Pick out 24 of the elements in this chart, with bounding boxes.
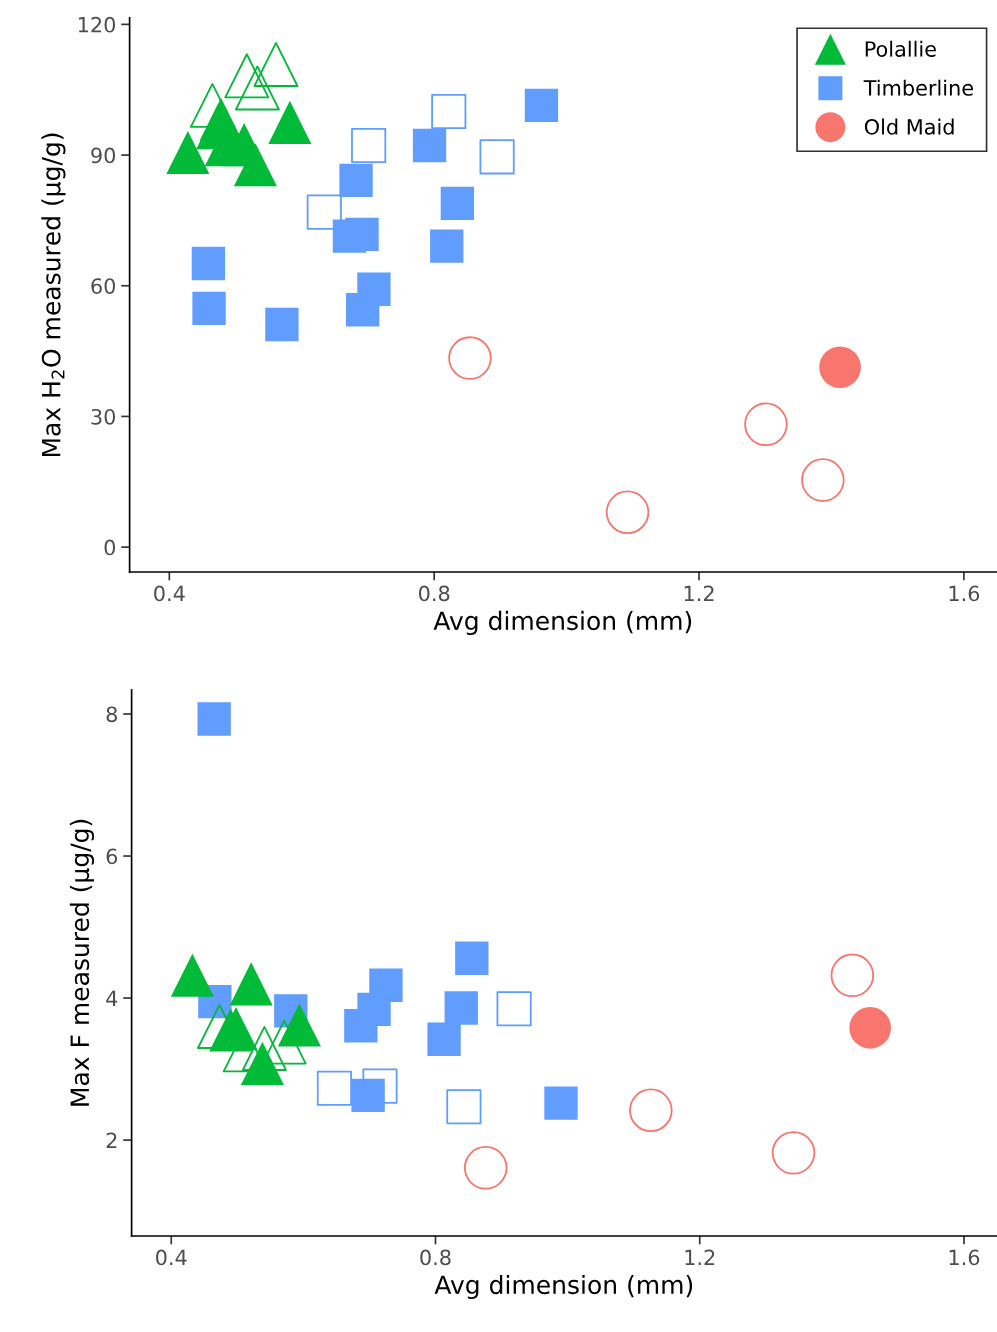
x-tick-label: 0.4 [156, 1249, 187, 1266]
y-tick-label: 6 [106, 848, 118, 865]
y-axis-title: Max F measured (µg/g) [69, 819, 95, 1106]
x-axis-title: Avg dimension (mm) [434, 1274, 693, 1300]
x-tick-label: 1.6 [949, 1249, 980, 1266]
y-tick-label: 30 [91, 408, 116, 425]
x-tick-label: 1.2 [685, 1249, 715, 1265]
x-tick-label: 0.8 [420, 1249, 451, 1266]
y-tick-label: 8 [106, 706, 117, 723]
x-tick-label: 0.8 [419, 585, 450, 602]
y-tick-label: 2 [106, 1132, 117, 1149]
x-tick-label: 1.6 [949, 585, 980, 602]
y-tick-label: 120 [78, 16, 116, 33]
legend-label: Timberline [863, 79, 973, 96]
y-tick-label: 90 [91, 147, 116, 164]
y-tick-label: 60 [91, 278, 116, 294]
x-tick-label: 0.4 [154, 585, 185, 602]
y-axis-title: Max H$_{2}$O measured (µg/g) [41, 133, 66, 457]
x-tick-label: 1.2 [684, 585, 714, 601]
x-axis-title: Avg dimension (mm) [433, 610, 692, 636]
legend-label: Polallie [865, 40, 936, 57]
y-tick-label: 4 [106, 990, 118, 1006]
legend-label: Old Maid [864, 118, 954, 135]
y-tick-label: 0 [104, 539, 116, 556]
